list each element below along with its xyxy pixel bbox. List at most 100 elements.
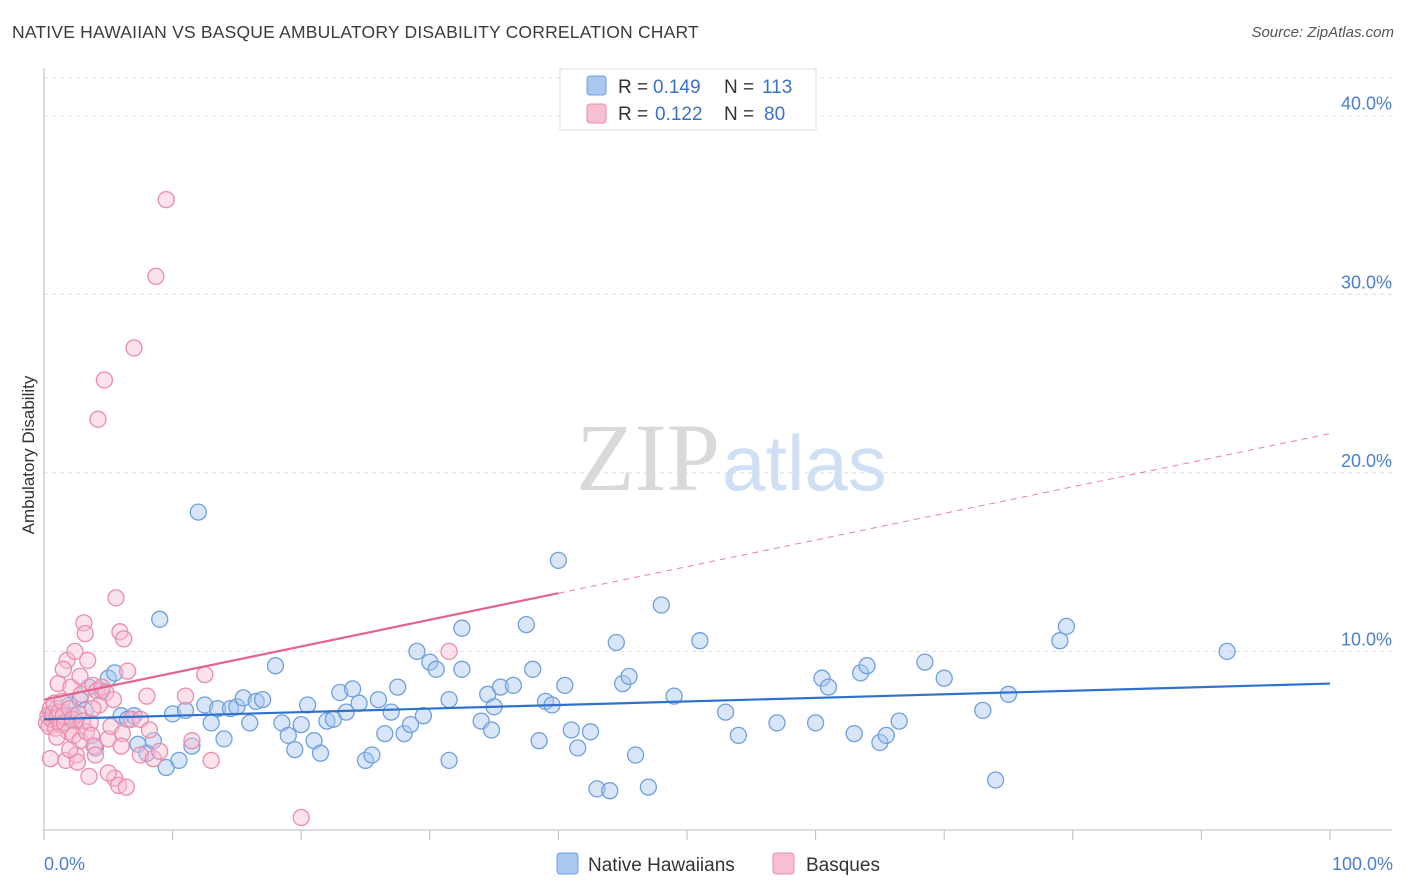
native-hawaiian-point [482, 721, 501, 739]
native-hawaiian-point [1218, 642, 1236, 661]
native-hawaiian-point [408, 642, 426, 661]
native-hawaiian-point [974, 701, 992, 720]
native-hawaiian-point [935, 669, 953, 687]
basque-point [140, 721, 159, 739]
native-hawaiian-point [524, 660, 542, 678]
y-axis-title: Ambulatory Disability [19, 375, 38, 534]
basque-point [117, 778, 135, 796]
native-hawaiian-point [569, 739, 587, 757]
stats-r-label-1: R = [618, 77, 648, 98]
native-hawaiian-point [369, 690, 388, 709]
basque-point [202, 751, 220, 770]
basque-point [125, 339, 143, 357]
native-hawaiian-point [626, 746, 645, 764]
native-hawaiian-point [806, 714, 825, 732]
basque-point [151, 742, 169, 761]
native-hawaiian-point [292, 715, 310, 734]
native-hawaiian-point [331, 683, 349, 702]
stats-legend: R = 0.149 N = 113 R = 0.122 N = 80 [559, 68, 817, 131]
basque-point [107, 589, 125, 607]
watermark-zip: ZIP [576, 404, 720, 511]
legend-swatch-basques [772, 852, 795, 875]
native-hawaiian-point [530, 732, 548, 750]
native-hawaiian-point [729, 726, 748, 745]
native-hawaiian-point [916, 653, 934, 671]
native-hawaiian-point [620, 667, 638, 686]
basque-point [113, 724, 132, 743]
x-tick-label: 100.0% [1332, 854, 1393, 874]
gridlines [44, 77, 1392, 652]
basque-point [84, 699, 102, 718]
native-hawaiian-point [491, 678, 510, 696]
native-hawaiian-point [196, 696, 214, 714]
native-hawaiian-point [253, 690, 272, 709]
stats-swatch-native-hawaiians [586, 75, 607, 96]
native-hawaiian-point [221, 699, 240, 718]
native-hawaiian-point [890, 712, 908, 730]
native-hawaiian-point [819, 678, 838, 696]
native-hawaiian-point [363, 746, 381, 764]
basque-point [147, 267, 165, 286]
basque-point [86, 746, 105, 764]
stats-r-label-2: R = [618, 104, 648, 125]
native-hawaiian-point [234, 689, 252, 707]
x-ticks: 0.0% 100.0% [43, 830, 1393, 874]
native-hawaiian-point [427, 660, 445, 678]
basque-point [196, 665, 214, 684]
basque-point [89, 410, 107, 428]
stats-n-label-1: N = [724, 77, 754, 98]
native-hawaiian-point [607, 633, 625, 652]
native-hawaiian-point [768, 714, 786, 732]
stats-r-value-1: 0.149 [653, 77, 701, 98]
y-tick-labels: 10.0% 20.0% 30.0% 40.0% [1341, 94, 1392, 650]
native-hawaiian-point [395, 724, 413, 743]
basque-point [104, 690, 123, 709]
basque-point [80, 767, 98, 786]
basque-point [99, 764, 117, 782]
basque-point [138, 687, 156, 705]
basque-point [71, 667, 89, 686]
native-hawaiian-point [183, 737, 201, 755]
native-hawaiian-point [556, 676, 574, 695]
native-hawaiian-point [311, 744, 330, 762]
native-hawaiian-point [266, 657, 285, 675]
native-hawaiian-point [716, 703, 735, 721]
native-hawaiian-point [999, 685, 1018, 703]
source-label: Source: ZipAtlas.com [1251, 24, 1394, 41]
native-hawaiian-point [208, 699, 227, 718]
native-hawaiian-point [549, 551, 568, 570]
native-hawaiian-point [986, 771, 1005, 789]
native-hawaiian-point [318, 712, 336, 730]
native-hawaiian-point [877, 726, 895, 745]
stats-n-label-2: N = [724, 104, 754, 125]
native-hawaiian-point [151, 610, 169, 628]
basque-point [48, 728, 66, 746]
basque-point [183, 732, 201, 750]
legend-label-basques: Basques [806, 855, 880, 876]
native-hawaiian-point [440, 690, 458, 709]
watermark-atlas: atlas [722, 419, 887, 507]
stats-n-value-2: 80 [764, 104, 785, 125]
basque-point [292, 808, 310, 827]
basque-point [68, 753, 87, 771]
native-hawaiian-point [691, 632, 709, 650]
native-hawaiian-point [581, 723, 600, 741]
basque-point [79, 651, 97, 670]
y-tick-label: 10.0% [1341, 629, 1392, 649]
native-hawaiian-point [343, 680, 362, 698]
native-hawaiian-point [376, 724, 394, 743]
native-hawaiian-point [106, 664, 124, 682]
legend-label-native-hawaiians: Native Hawaiians [588, 855, 735, 876]
chart-title: NATIVE HAWAIIAN VS BASQUE AMBULATORY DIS… [12, 22, 699, 42]
basque-point [157, 190, 175, 209]
native-hawaiian-point [401, 715, 420, 734]
native-hawaiian-point [170, 751, 188, 770]
native-hawaiian-point [279, 726, 297, 745]
basques-trend-line [43, 592, 559, 701]
native-hawaiian-point [389, 678, 407, 696]
series-legend: Native Hawaiians Basques [556, 852, 880, 876]
basque-point [54, 660, 72, 678]
native-hawaiian-point [845, 724, 863, 743]
basque-point [112, 737, 130, 755]
